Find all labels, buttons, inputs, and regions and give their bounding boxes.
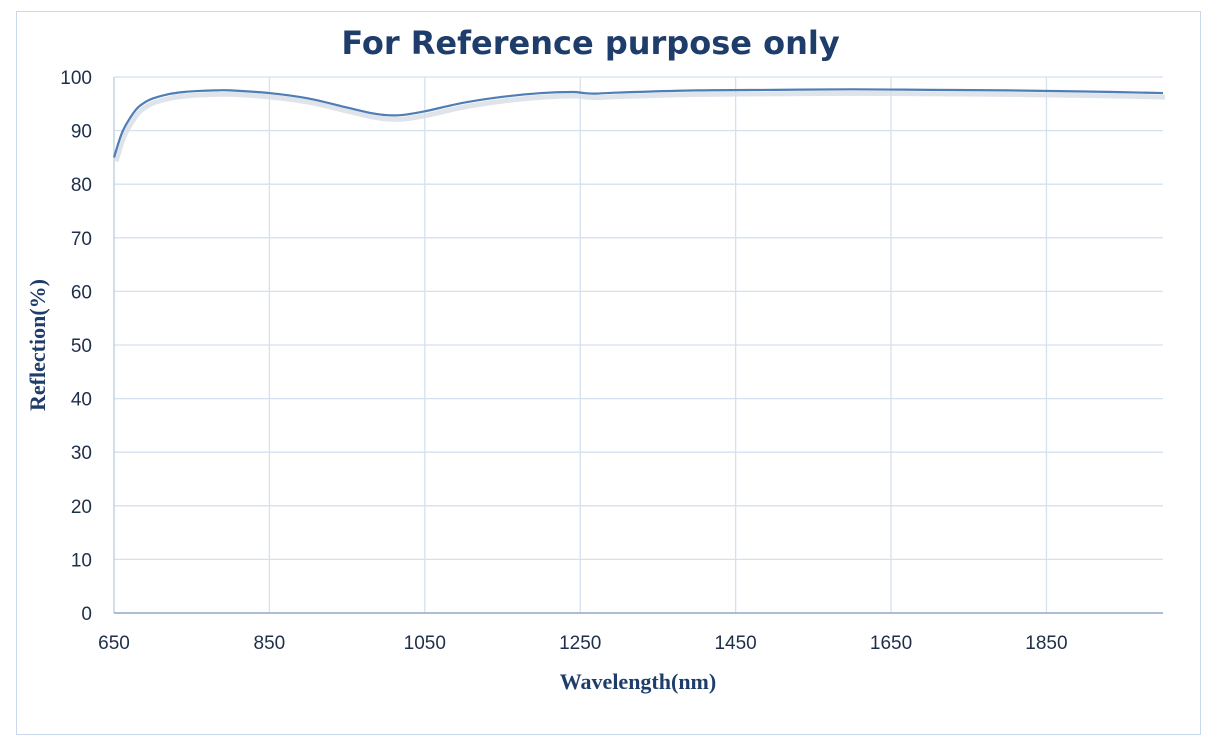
x-tick-labels: 650 850 1050 1250 1450 1650 1850 — [98, 633, 1067, 654]
series-group — [112, 88, 1166, 163]
x-tick-label: 1050 — [404, 633, 446, 654]
y-tick-label: 30 — [71, 443, 92, 464]
x-tick-label: 1450 — [714, 633, 756, 654]
y-tick-label: 0 — [81, 604, 92, 625]
x-tick-label: 650 — [98, 633, 130, 654]
chart-frame — [16, 11, 1201, 735]
chart-title: For Reference purpose only — [341, 24, 840, 62]
y-tick-label: 10 — [71, 550, 92, 571]
x-tick-label: 1650 — [870, 633, 912, 654]
series-line-shadow — [113, 90, 1166, 163]
y-tick-label: 80 — [71, 175, 92, 196]
axes — [113, 77, 1163, 614]
series-line — [112, 88, 1164, 158]
y-tick-labels: 0 10 20 30 40 50 60 70 80 90 100 — [60, 68, 92, 625]
y-tick-label: 100 — [60, 68, 92, 89]
y-axis-label: Reflection(%) — [25, 279, 50, 411]
grid-lines — [114, 76, 1163, 613]
y-tick-label: 90 — [71, 122, 92, 143]
y-tick-label: 70 — [71, 229, 92, 250]
y-tick-label: 40 — [71, 390, 92, 411]
y-tick-label: 60 — [71, 282, 92, 303]
x-tick-label: 1850 — [1025, 633, 1067, 654]
y-tick-label: 50 — [71, 336, 92, 357]
x-tick-label: 1250 — [559, 633, 601, 654]
x-axis-label: Wavelength(nm) — [560, 669, 716, 694]
y-tick-label: 20 — [71, 497, 92, 518]
x-tick-label: 850 — [254, 633, 286, 654]
